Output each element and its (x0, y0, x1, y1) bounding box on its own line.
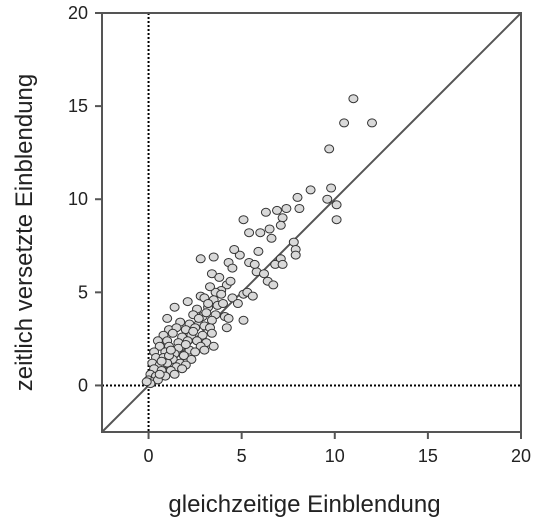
data-point (180, 340, 191, 349)
data-point (367, 118, 377, 128)
data-point (169, 302, 180, 312)
data-point (201, 308, 212, 318)
data-point (281, 204, 292, 213)
data-point (214, 272, 225, 282)
data-point (305, 185, 316, 195)
data-point (186, 354, 197, 364)
data-point (348, 94, 359, 104)
data-point (288, 237, 299, 247)
y-tick-label: 5 (78, 282, 88, 302)
data-point (188, 326, 199, 336)
data-point (244, 228, 255, 238)
data-point (292, 192, 303, 202)
data-point (205, 282, 215, 292)
data-point (177, 364, 188, 374)
data-point (294, 204, 305, 213)
data-point (259, 269, 269, 279)
data-point (272, 205, 282, 215)
data-point (324, 144, 335, 154)
data-point (331, 200, 342, 210)
data-point (277, 259, 288, 269)
data-point (156, 356, 167, 366)
data-point (182, 297, 193, 307)
data-point (238, 215, 249, 225)
plot-frame (101, 12, 522, 433)
data-point (178, 351, 189, 361)
data-point (206, 315, 217, 325)
data-point (234, 250, 245, 260)
y-tick-label: 15 (68, 96, 88, 116)
data-point (208, 252, 219, 262)
data-point (167, 328, 178, 338)
y-tick-label: 0 (78, 375, 88, 395)
data-point (203, 299, 214, 308)
data-point (216, 289, 227, 299)
data-point (253, 246, 264, 256)
data-point (255, 228, 266, 238)
data-point (247, 291, 258, 301)
data-point (218, 299, 228, 308)
x-tick-label: 0 (144, 446, 154, 466)
data-point (141, 377, 152, 387)
x-axis-label: gleichzeitige Einblendung (168, 491, 440, 518)
data-point (232, 299, 243, 308)
data-point (165, 345, 176, 355)
data-point (197, 330, 208, 340)
data-point (206, 269, 217, 279)
x-tick-label: 15 (418, 446, 438, 466)
data-point (190, 347, 201, 357)
data-point (268, 280, 279, 290)
data-point (238, 315, 249, 325)
y-axis-label: zeitlich versetzte Einblendung (11, 74, 38, 392)
data-point (326, 183, 337, 193)
data-point (206, 328, 217, 338)
data-point (221, 323, 232, 333)
data-point (266, 233, 277, 243)
data-point (331, 215, 342, 225)
data-point (275, 220, 286, 230)
data-point (249, 259, 260, 269)
data-point (260, 207, 271, 217)
x-tick-label: 5 (237, 446, 247, 466)
data-point (290, 250, 301, 260)
data-point (193, 313, 204, 323)
data-point (225, 276, 236, 286)
x-tick-label: 10 (325, 446, 345, 466)
data-point (162, 313, 173, 323)
data-point (322, 194, 333, 204)
data-point (227, 263, 238, 273)
data-point (339, 118, 350, 128)
data-point (264, 224, 275, 234)
y-tick-label: 10 (68, 189, 88, 209)
y-tick-label: 20 (68, 3, 88, 23)
data-point (195, 254, 206, 264)
data-point (229, 245, 240, 254)
data-point (199, 345, 210, 355)
x-tick-label: 20 (511, 446, 531, 466)
data-point (223, 313, 234, 323)
data-point (208, 341, 219, 351)
data-point (169, 369, 180, 379)
data-point (227, 293, 238, 303)
data-point (277, 213, 288, 223)
data-point (154, 369, 165, 379)
